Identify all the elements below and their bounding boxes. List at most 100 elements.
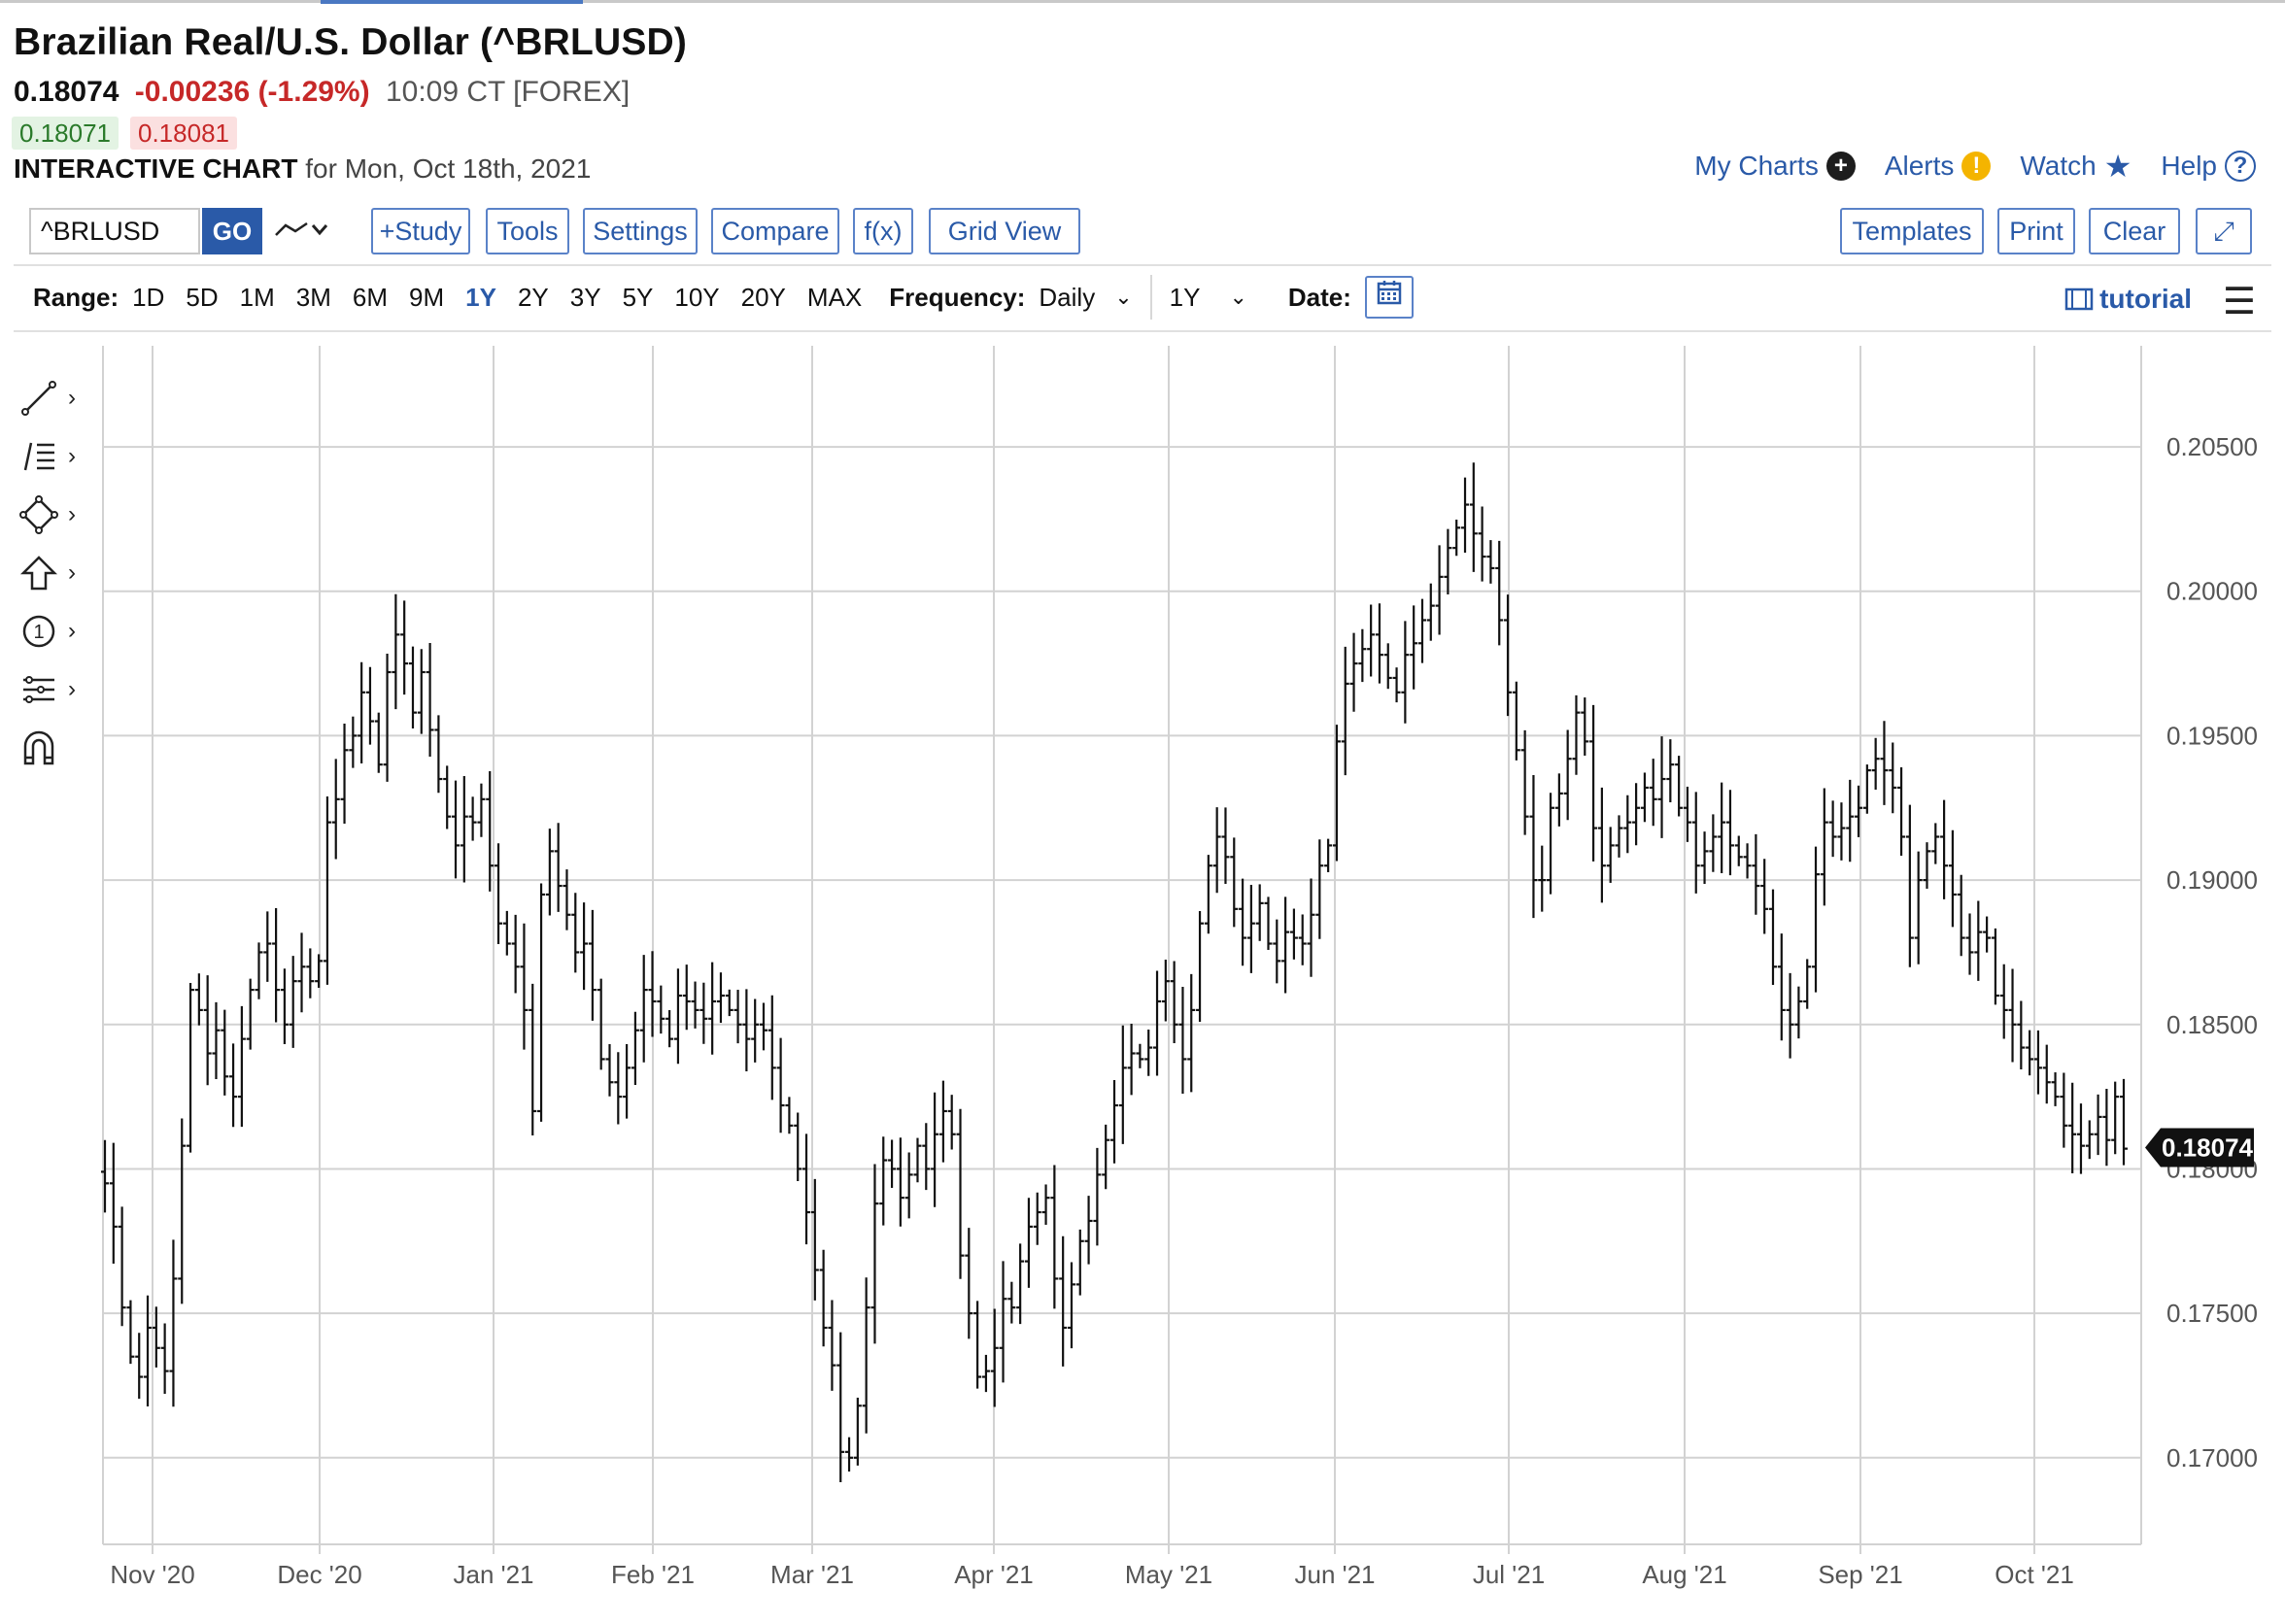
star-icon: ★ bbox=[2103, 149, 2132, 184]
magnet-tool[interactable] bbox=[19, 719, 91, 777]
ohlc-bar bbox=[1410, 605, 1418, 690]
last-price-tag-shape bbox=[2145, 1128, 2254, 1167]
shape-tool[interactable]: › bbox=[19, 486, 91, 544]
ohlc-bar bbox=[1170, 961, 1178, 1043]
clear-button[interactable]: Clear bbox=[2089, 208, 2180, 254]
range-option-1m[interactable]: 1M bbox=[239, 282, 275, 312]
print-button[interactable]: Print bbox=[1997, 208, 2075, 254]
ohlc-bar bbox=[1700, 831, 1709, 885]
ohlc-bar bbox=[400, 600, 409, 695]
last-price-tag-label: 0.18074 bbox=[2162, 1133, 2254, 1162]
ohlc-bar bbox=[1118, 1025, 1127, 1144]
ohlc-bar bbox=[2111, 1081, 2120, 1155]
ohlc-bar bbox=[1401, 621, 1410, 724]
range-option-3y[interactable]: 3Y bbox=[569, 282, 601, 312]
ohlc-bar bbox=[639, 955, 648, 1063]
price-chart[interactable]: 0.20500 0.20000 0.19500 0.19000 0.18500 0.180… bbox=[0, 330, 2285, 1624]
ohlc-bar bbox=[1016, 1243, 1025, 1325]
ohlc-bar bbox=[118, 1206, 126, 1327]
range-option-max[interactable]: MAX bbox=[806, 282, 863, 312]
fib-tool[interactable]: › bbox=[19, 427, 91, 486]
ohlc-bar bbox=[1991, 928, 1999, 1005]
measure-tool[interactable]: › bbox=[19, 660, 91, 719]
ohlc-bar bbox=[725, 989, 733, 1017]
ohlc-bar bbox=[1204, 855, 1212, 934]
ohlc-bar bbox=[733, 990, 742, 1044]
watch-link[interactable]: Watch ★ bbox=[2020, 148, 2132, 185]
ohlc-bar bbox=[297, 932, 306, 1013]
help-label: Help bbox=[2161, 151, 2217, 181]
range-option-1y[interactable]: 1Y bbox=[465, 282, 496, 312]
magnet-icon bbox=[23, 730, 54, 765]
alerts-link[interactable]: Alerts ! bbox=[1885, 148, 1992, 185]
range-option-10y[interactable]: 10Y bbox=[674, 282, 720, 312]
study-button[interactable]: +Study bbox=[371, 208, 470, 254]
range-option-9m[interactable]: 9M bbox=[409, 282, 445, 312]
ohlc-bar bbox=[1461, 477, 1470, 554]
range-option-5d[interactable]: 5D bbox=[186, 282, 219, 312]
drawing-toolbar: › › › › 1 › › bbox=[19, 369, 91, 777]
settings-button[interactable]: Settings bbox=[583, 208, 698, 254]
arrow-tool-icon bbox=[19, 556, 58, 591]
ohlc-bar bbox=[1084, 1196, 1093, 1265]
grid-view-button[interactable]: Grid View bbox=[929, 208, 1080, 254]
ohlc-bar bbox=[520, 923, 529, 1050]
ohlc-bar bbox=[1572, 694, 1581, 775]
range-option-1d[interactable]: 1D bbox=[132, 282, 165, 312]
ohlc-bar bbox=[1349, 632, 1358, 712]
range-option-3m[interactable]: 3M bbox=[295, 282, 331, 312]
range-option-5y[interactable]: 5Y bbox=[622, 282, 654, 312]
chart-type-dropdown[interactable] bbox=[274, 216, 332, 250]
ohlc-bar bbox=[2094, 1094, 2102, 1156]
watch-label: Watch bbox=[2020, 151, 2097, 181]
ohlc-bar bbox=[1889, 742, 1897, 814]
ohlc-bar bbox=[434, 715, 443, 794]
date-label: Date: bbox=[1287, 282, 1351, 312]
ohlc-bar bbox=[1957, 874, 1965, 957]
ohlc-bar bbox=[1307, 878, 1315, 977]
calendar-icon bbox=[1377, 281, 1402, 305]
annotation-tool[interactable]: 1 › bbox=[19, 602, 91, 660]
toolbar-divider-2 bbox=[14, 330, 2271, 332]
templates-button[interactable]: Templates bbox=[1840, 208, 1984, 254]
ohlc-bar bbox=[1948, 829, 1957, 928]
calendar-button[interactable] bbox=[1364, 276, 1414, 319]
quote-line: 0.18074 -0.00236 (-1.29%) 10:09 CT [FORE… bbox=[14, 76, 630, 109]
shape-tool-icon bbox=[19, 495, 58, 534]
ohlc-bar bbox=[1999, 964, 2008, 1039]
chevron-down-icon: ⌄ bbox=[1229, 285, 1247, 309]
ohlc-bar bbox=[904, 1152, 913, 1219]
ohlc-bar bbox=[1273, 919, 1281, 984]
period-dropdown[interactable]: 1Y ⌄ bbox=[1170, 283, 1247, 313]
ohlc-bar bbox=[2060, 1072, 2068, 1148]
ohlc-bar bbox=[1298, 914, 1307, 965]
ohlc-bar bbox=[255, 942, 263, 999]
ohlc-bar bbox=[1239, 878, 1247, 966]
line-tool[interactable]: › bbox=[19, 369, 91, 427]
my-charts-link[interactable]: My Charts + bbox=[1694, 148, 1856, 185]
expand-button[interactable]: ⤢ bbox=[2196, 208, 2252, 254]
go-button[interactable]: GO bbox=[202, 208, 262, 254]
range-option-20y[interactable]: 20Y bbox=[740, 282, 786, 312]
ohlc-bar bbox=[1392, 667, 1401, 703]
compare-button[interactable]: Compare bbox=[711, 208, 839, 254]
range-option-2y[interactable]: 2Y bbox=[517, 282, 549, 312]
chevron-right-icon: › bbox=[68, 559, 76, 586]
symbol-input[interactable]: ^BRLUSD bbox=[29, 208, 200, 254]
tools-button[interactable]: Tools bbox=[486, 208, 569, 254]
ohlc-bar bbox=[1289, 908, 1298, 960]
menu-icon[interactable]: ☰ bbox=[2222, 282, 2256, 322]
expand-icon: ⤢ bbox=[2213, 217, 2234, 246]
frequency-dropdown[interactable]: Daily ⌄ bbox=[1039, 283, 1132, 313]
ohlc-bar bbox=[699, 982, 708, 1044]
range-option-6m[interactable]: 6M bbox=[352, 282, 388, 312]
ohlc-bar bbox=[819, 1249, 828, 1347]
ohlc-bar bbox=[144, 1295, 153, 1407]
range-label: Range: bbox=[33, 282, 119, 312]
ohlc-bar bbox=[152, 1306, 160, 1368]
help-link[interactable]: Help ? bbox=[2161, 148, 2256, 185]
tutorial-link[interactable]: tutorial bbox=[2064, 284, 2192, 315]
arrow-tool[interactable]: › bbox=[19, 544, 91, 602]
function-button[interactable]: f(x) bbox=[853, 208, 913, 254]
ohlc-bar bbox=[1974, 900, 1983, 981]
